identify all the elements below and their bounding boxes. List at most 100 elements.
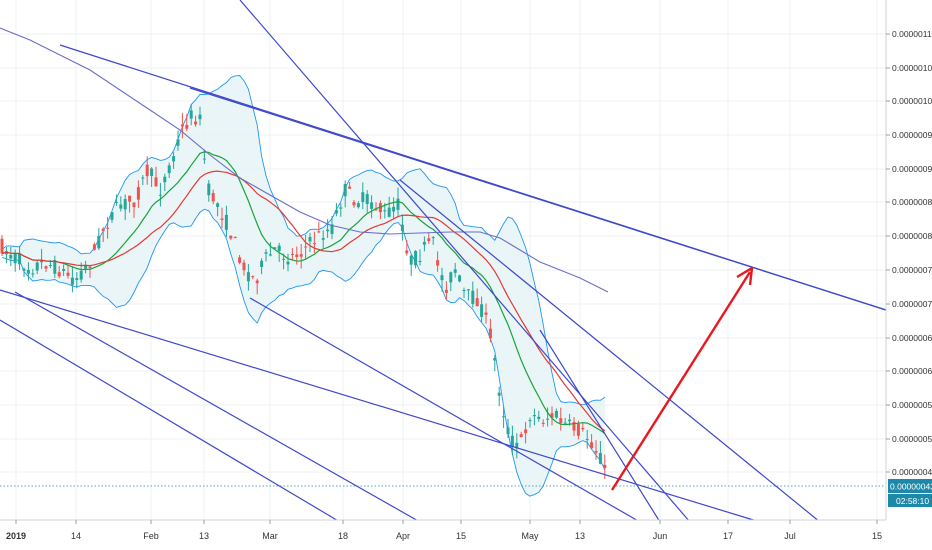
candle-body — [339, 207, 343, 209]
candle-body — [264, 252, 268, 254]
candle-body — [295, 254, 299, 258]
candle-body — [330, 224, 334, 234]
candle-body — [242, 262, 246, 271]
candle-body — [559, 418, 563, 423]
candle-body — [167, 165, 171, 174]
candle-body — [255, 280, 259, 284]
candle-body — [136, 187, 140, 200]
candle-body — [119, 204, 123, 209]
candle-body — [26, 269, 30, 274]
price-tick-label: 0.00000110 — [892, 29, 932, 39]
candle-body — [546, 418, 550, 420]
candle-body — [590, 442, 594, 449]
candle-body — [334, 210, 338, 214]
time-tick-label: Mar — [262, 531, 278, 541]
time-tick-label: Feb — [143, 531, 159, 541]
time-tick-label: 17 — [723, 531, 733, 541]
candle-body — [541, 422, 545, 424]
candle-body — [176, 139, 180, 146]
candle-body — [229, 235, 233, 239]
candle-body — [308, 236, 312, 242]
candle-body — [172, 156, 176, 162]
candle-body — [431, 237, 435, 239]
time-tick-label: 13 — [199, 531, 209, 541]
time-axis: 2019 14 Feb 13 Mar 18 Apr 15 May 13 Jun 17 Jul 15 — [6, 520, 882, 541]
candle-body — [189, 110, 193, 119]
bollinger-fill — [2, 75, 605, 497]
candle-body — [475, 298, 479, 307]
current-price-label: 0.00000043 — [890, 482, 932, 492]
candle-body — [427, 238, 431, 242]
bollinger-bands — [1, 75, 606, 497]
candle-body — [216, 203, 220, 207]
candle-body — [458, 275, 462, 282]
candle-body — [396, 198, 400, 210]
candle-body — [414, 250, 418, 266]
candle-body — [62, 268, 66, 271]
current-price-tag: 0.00000043 — [888, 479, 932, 493]
candle-body — [238, 257, 242, 263]
price-axis-background — [886, 0, 932, 520]
candle-body — [194, 121, 198, 125]
candle-body — [132, 202, 136, 208]
candle-body — [352, 202, 356, 206]
candle-body — [92, 244, 96, 250]
candle-body — [53, 260, 57, 274]
candle-body — [422, 241, 426, 245]
candle-body — [502, 416, 506, 418]
trendline — [14, 291, 421, 523]
candle-body — [57, 272, 61, 277]
candle-body — [110, 212, 114, 220]
trendline — [249, 297, 641, 523]
trendlines — [0, 0, 887, 523]
candle-body — [202, 158, 206, 160]
trendline — [399, 179, 821, 523]
candle-body — [273, 247, 277, 249]
candle-body — [392, 206, 396, 212]
price-tick-label: 0.00000045 — [892, 467, 932, 477]
candle-body — [40, 260, 44, 263]
countdown-tag: 02:58:10 — [888, 494, 932, 507]
candle-body — [35, 262, 39, 271]
candle-body — [79, 270, 83, 280]
candle-body — [233, 237, 237, 239]
candle-body — [436, 260, 440, 266]
candle-body — [158, 194, 162, 196]
time-tick-label: Apr — [396, 531, 410, 541]
candle-body — [484, 312, 488, 315]
candle-body — [150, 168, 154, 176]
candle-body — [471, 290, 475, 304]
candle-body — [224, 214, 228, 230]
candle-body — [598, 452, 602, 464]
candle-body — [383, 210, 387, 212]
moving-averages — [0, 27, 609, 434]
candle-body — [123, 199, 127, 210]
candle-body — [44, 266, 48, 269]
candle-body — [0, 238, 4, 254]
candle-body — [282, 258, 286, 260]
candle-body — [409, 255, 413, 265]
candle-body — [31, 273, 35, 275]
time-tick-label: 13 — [575, 531, 585, 541]
candle-body — [317, 231, 321, 233]
candle-body — [114, 201, 118, 204]
candle-body — [576, 423, 580, 436]
candle-body — [66, 272, 70, 276]
candle-body — [449, 272, 453, 283]
candle-body — [365, 194, 369, 205]
candle-body — [128, 195, 132, 202]
candle-body — [180, 124, 184, 127]
candle-body — [220, 218, 224, 220]
price-tick-label: 0.00000075 — [892, 265, 932, 275]
candle-body — [18, 253, 22, 265]
candle-body — [585, 438, 589, 440]
time-tick-label: 18 — [338, 531, 348, 541]
candle-body — [75, 278, 79, 280]
